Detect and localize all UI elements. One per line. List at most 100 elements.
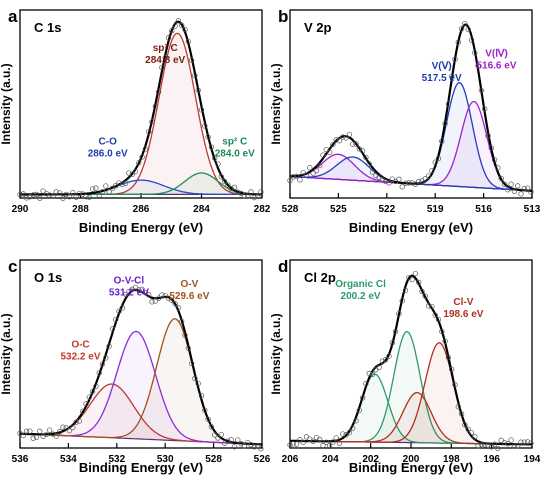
x-axis-label: Binding Energy (eV) <box>79 460 203 475</box>
data-point <box>346 131 353 138</box>
data-point <box>310 170 316 176</box>
data-point <box>27 428 33 434</box>
data-point <box>363 381 369 387</box>
data-point <box>116 308 122 314</box>
data-point <box>505 441 511 447</box>
data-point <box>412 270 419 277</box>
data-point <box>37 195 43 201</box>
x-tick-label: 513 <box>524 204 541 215</box>
peak-annotation: 516.6 eV <box>476 61 516 72</box>
peak-annotation: Cl-V <box>453 297 473 308</box>
data-point <box>73 194 79 200</box>
data-point <box>478 87 485 94</box>
data-point <box>435 316 442 323</box>
x-tick-label: 200 <box>403 454 420 465</box>
x-tick-label: 196 <box>483 454 500 465</box>
data-point <box>119 305 125 311</box>
data-point <box>33 191 40 198</box>
data-point <box>336 440 343 446</box>
data-point <box>113 316 119 323</box>
data-point <box>402 180 409 186</box>
x-tick-label: 532 <box>108 454 125 465</box>
data-point <box>212 155 218 161</box>
data-point <box>192 375 198 381</box>
data-point <box>330 141 336 148</box>
data-point <box>122 291 129 298</box>
data-point <box>162 292 168 299</box>
data-point <box>449 366 455 373</box>
data-point <box>63 425 69 431</box>
data-point <box>241 443 248 449</box>
fit-envelope <box>289 274 532 446</box>
data-point <box>37 428 43 434</box>
data-point <box>129 171 135 177</box>
data-point <box>340 431 346 437</box>
data-point <box>359 395 366 401</box>
peak-annotation: 531.2 eV <box>109 287 149 298</box>
data-point <box>106 343 112 349</box>
x-tick-label: 528 <box>205 454 222 465</box>
peak-annotation: O-V-Cl <box>114 275 145 286</box>
data-point <box>126 170 132 176</box>
x-tick-label: 534 <box>60 454 77 465</box>
data-point <box>326 442 333 449</box>
data-point <box>89 388 96 395</box>
data-point <box>208 144 215 150</box>
data-point <box>290 441 296 447</box>
data-point <box>155 89 162 95</box>
data-point <box>93 185 99 191</box>
data-point <box>83 193 89 200</box>
data-point <box>245 193 251 199</box>
data-point <box>198 107 205 113</box>
data-point <box>323 439 329 445</box>
data-point <box>172 23 178 29</box>
data-point <box>330 439 336 445</box>
data-point <box>231 444 238 450</box>
data-point <box>33 434 40 441</box>
data-point <box>373 172 379 179</box>
data-point <box>169 28 175 34</box>
peak-annotation: 529.6 eV <box>169 291 209 302</box>
data-point <box>458 411 465 417</box>
panel-a: a C 1s Intensity (a.u.) 290 288 286 284 282 Bind… <box>0 7 271 235</box>
panel-d: d Cl 2p Intensity (a.u.) 206 204 202 200 198 196… <box>269 257 541 475</box>
data-point <box>350 425 356 431</box>
panel-letter: d <box>278 257 288 276</box>
data-point <box>146 292 152 298</box>
data-point <box>119 181 125 188</box>
data-point <box>17 191 23 198</box>
data-point <box>76 418 83 424</box>
data-point <box>452 382 458 388</box>
data-point <box>188 57 195 63</box>
peak-annotation: V(Ⅴ) <box>432 61 452 72</box>
data-point <box>70 424 76 431</box>
data-point <box>202 123 208 129</box>
data-point <box>103 355 109 361</box>
data-point <box>287 177 293 184</box>
data-point <box>313 167 320 174</box>
data-point <box>300 169 306 176</box>
data-point <box>518 439 524 445</box>
x-tick-label: 284 <box>193 204 210 215</box>
data-point <box>23 428 30 434</box>
data-point <box>155 295 162 301</box>
data-point <box>198 393 205 399</box>
data-point <box>293 441 300 447</box>
peak-fill <box>20 172 262 195</box>
peak-annotation: 284.0 eV <box>215 148 255 159</box>
data-point <box>47 192 53 198</box>
data-point <box>172 301 178 307</box>
plot-frame <box>19 9 263 199</box>
data-point <box>96 370 102 376</box>
peak-annotation: C-O <box>99 136 118 147</box>
data-point <box>389 340 395 346</box>
peak-annotation: sp³ C <box>153 43 178 54</box>
data-point <box>93 383 99 389</box>
peak-fill <box>290 331 532 445</box>
data-point <box>205 416 211 422</box>
data-point <box>159 292 165 298</box>
data-point <box>86 394 92 400</box>
data-point <box>215 161 221 167</box>
data-point <box>169 297 175 303</box>
data-point <box>317 436 323 443</box>
